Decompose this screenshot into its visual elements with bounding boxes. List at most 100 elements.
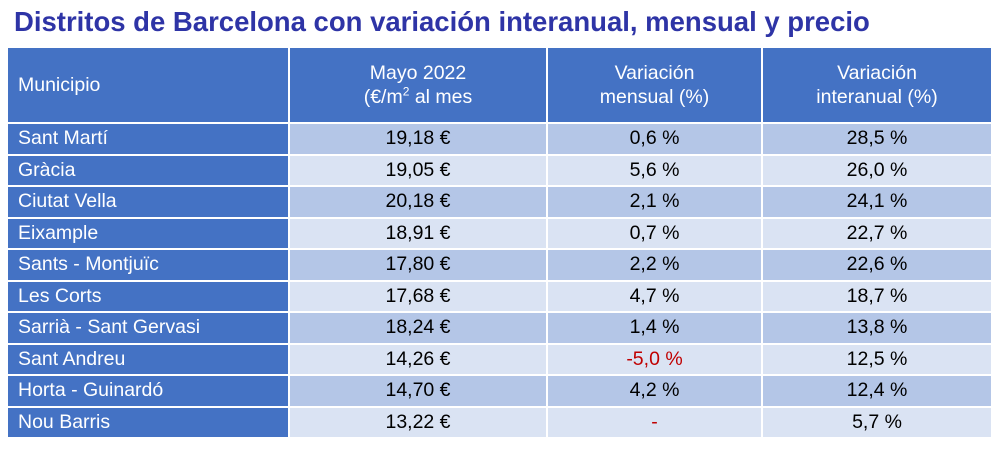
- table-row: Horta - Guinardó 14,70 € 4,2 % 12,4 %: [8, 376, 991, 408]
- cell-municipio: Sant Martí: [8, 124, 290, 156]
- table-row: Sant Andreu 14,26 € -5,0 % 12,5 %: [8, 344, 991, 376]
- table-row: Ciutat Vella 20,18 € 2,1 % 24,1 %: [8, 187, 991, 219]
- cell-municipio-value: Sants - Montjuïc: [18, 253, 159, 276]
- table-row: Gràcia 19,05 € 5,6 % 26,0 %: [8, 155, 991, 187]
- cell-interanual: 12,4 %: [763, 376, 991, 408]
- cell-interanual: 22,7 %: [763, 218, 991, 250]
- cell-mensual-value: 4,2 %: [629, 379, 680, 402]
- cell-mensual: 4,7 %: [548, 281, 763, 313]
- cell-mensual-value: 0,6 %: [629, 127, 680, 150]
- cell-mensual-value: 2,2 %: [629, 253, 680, 276]
- cell-municipio-value: Sant Martí: [18, 127, 108, 150]
- header-interanual-line2: interanual (%): [816, 86, 938, 108]
- cell-municipio-value: Sant Andreu: [18, 347, 126, 370]
- cell-municipio-value: Eixample: [18, 221, 99, 244]
- cell-mensual: 5,6 %: [548, 155, 763, 187]
- cell-interanual: 12,5 %: [763, 344, 991, 376]
- table-row: Les Corts 17,68 € 4,7 % 18,7 %: [8, 281, 991, 313]
- cell-mensual-value: 2,1 %: [629, 190, 680, 213]
- table-row: Nou Barris 13,22 € - 5,7 %: [8, 407, 991, 439]
- cell-municipio: Sants - Montjuïc: [8, 250, 290, 282]
- cell-municipio: Les Corts: [8, 281, 290, 313]
- cell-precio: 18,24 €: [290, 313, 548, 345]
- cell-mensual-value: -5,0 %: [626, 347, 683, 370]
- cell-mensual: 2,2 %: [548, 250, 763, 282]
- page-title: Distritos de Barcelona con variación int…: [14, 6, 870, 37]
- cell-municipio: Horta - Guinardó: [8, 376, 290, 408]
- cell-mensual: 1,4 %: [548, 313, 763, 345]
- cell-precio: 17,80 €: [290, 250, 548, 282]
- cell-interanual: 13,8 %: [763, 313, 991, 345]
- districts-table: Municipio Mayo 2022 (€/m2 al mes Variaci…: [8, 48, 991, 439]
- cell-precio: 17,68 €: [290, 281, 548, 313]
- cell-precio: 20,18 €: [290, 187, 548, 219]
- cell-interanual: 18,7 %: [763, 281, 991, 313]
- cell-precio-value: 17,80 €: [385, 253, 451, 276]
- header-precio-unit-suffix: al mes: [409, 86, 473, 108]
- cell-interanual-value: 5,7 %: [852, 410, 902, 433]
- cell-precio-value: 17,68 €: [385, 284, 451, 307]
- cell-interanual-value: 12,4 %: [846, 379, 908, 402]
- cell-precio-value: 14,70 €: [385, 379, 451, 402]
- cell-precio-value: 19,05 €: [385, 158, 451, 181]
- cell-municipio-value: Ciutat Vella: [18, 190, 117, 213]
- header-precio-unit-sup: 2: [402, 84, 410, 99]
- header-interanual: Variación interanual (%): [763, 48, 991, 124]
- cell-municipio-value: Sarrià - Sant Gervasi: [18, 316, 201, 339]
- header-municipio-label: Municipio: [18, 74, 101, 96]
- cell-municipio: Gràcia: [8, 155, 290, 187]
- cell-interanual-value: 12,5 %: [846, 347, 908, 370]
- cell-precio-value: 18,91 €: [385, 221, 451, 244]
- cell-interanual-value: 22,7 %: [846, 221, 908, 244]
- cell-municipio: Sant Andreu: [8, 344, 290, 376]
- cell-interanual-value: 22,6 %: [846, 253, 908, 276]
- cell-municipio: Eixample: [8, 218, 290, 250]
- header-precio: Mayo 2022 (€/m2 al mes: [290, 48, 548, 124]
- cell-mensual: -5,0 %: [548, 344, 763, 376]
- cell-interanual: 24,1 %: [763, 187, 991, 219]
- cell-municipio: Nou Barris: [8, 407, 290, 439]
- cell-precio: 13,22 €: [290, 407, 548, 439]
- table-header-row: Municipio Mayo 2022 (€/m2 al mes Variaci…: [8, 48, 991, 124]
- cell-mensual-value: 0,7 %: [629, 221, 680, 244]
- cell-precio: 14,70 €: [290, 376, 548, 408]
- cell-municipio-value: Les Corts: [18, 284, 102, 307]
- cell-interanual-value: 18,7 %: [846, 284, 908, 307]
- cell-municipio: Ciutat Vella: [8, 187, 290, 219]
- cell-precio: 19,05 €: [290, 155, 548, 187]
- cell-precio: 19,18 €: [290, 124, 548, 156]
- cell-mensual: 4,2 %: [548, 376, 763, 408]
- cell-interanual-value: 26,0 %: [846, 158, 908, 181]
- cell-interanual: 5,7 %: [763, 407, 991, 439]
- header-interanual-line1: Variación: [837, 62, 917, 84]
- table-body: Sant Martí 19,18 € 0,6 % 28,5 % Gràcia 19,05 …: [8, 124, 991, 439]
- cell-mensual-value: 1,4 %: [629, 316, 680, 339]
- cell-interanual: 26,0 %: [763, 155, 991, 187]
- cell-mensual: 0,6 %: [548, 124, 763, 156]
- cell-mensual-value: 4,7 %: [629, 284, 680, 307]
- cell-precio-value: 20,18 €: [385, 190, 451, 213]
- header-mensual-line1: Variación: [614, 62, 695, 84]
- cell-precio: 14,26 €: [290, 344, 548, 376]
- header-municipio: Municipio: [8, 48, 290, 124]
- cell-interanual-value: 28,5 %: [846, 127, 908, 150]
- cell-municipio: Sarrià - Sant Gervasi: [8, 313, 290, 345]
- cell-precio-value: 14,26 €: [385, 347, 451, 370]
- header-precio-unit-prefix: (€/m: [363, 86, 403, 108]
- cell-interanual-value: 24,1 %: [846, 190, 908, 213]
- cell-interanual: 28,5 %: [763, 124, 991, 156]
- cell-precio-value: 19,18 €: [385, 127, 451, 150]
- cell-interanual-value: 13,8 %: [846, 316, 908, 339]
- cell-precio-value: 13,22 €: [385, 410, 451, 433]
- header-mensual-line2: mensual (%): [599, 86, 710, 108]
- table-row: Eixample 18,91 € 0,7 % 22,7 %: [8, 218, 991, 250]
- cell-mensual: 2,1 %: [548, 187, 763, 219]
- table-row: Sants - Montjuïc 17,80 € 2,2 % 22,6 %: [8, 250, 991, 282]
- cell-mensual: 0,7 %: [548, 218, 763, 250]
- table-row: Sant Martí 19,18 € 0,6 % 28,5 %: [8, 124, 991, 156]
- cell-municipio-value: Gràcia: [18, 158, 76, 181]
- cell-precio-value: 18,24 €: [385, 316, 451, 339]
- header-precio-line1: Mayo 2022: [369, 62, 467, 84]
- cell-municipio-value: Horta - Guinardó: [18, 379, 164, 402]
- cell-mensual-value: 5,6 %: [629, 158, 680, 181]
